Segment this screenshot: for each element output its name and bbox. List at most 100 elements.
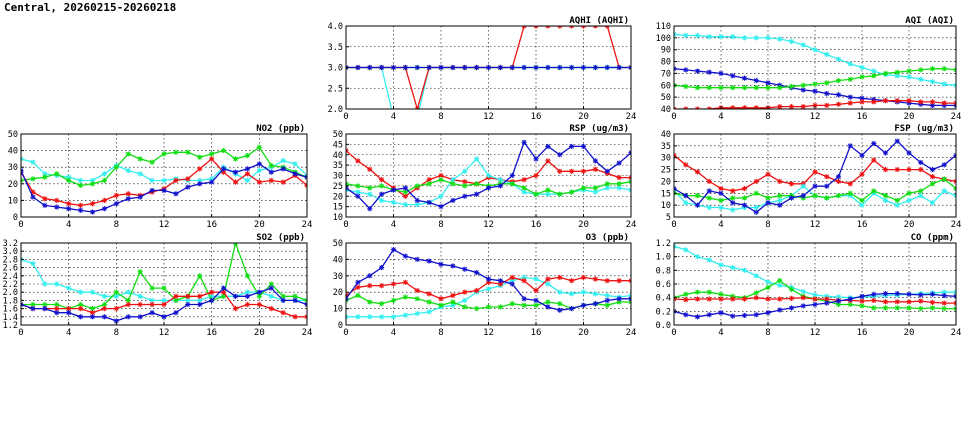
o3-red-point <box>592 276 598 282</box>
aqi-red-marker <box>730 105 736 109</box>
co-green-marker <box>695 289 700 295</box>
co-cyan-point <box>953 289 956 295</box>
no2-red-point <box>42 196 48 202</box>
so2-cyan-point <box>137 293 143 299</box>
fsp-red-marker <box>742 186 747 191</box>
no2-blue-marker <box>161 188 167 193</box>
aqi-blue-marker <box>674 66 677 70</box>
aqi-ytick-label: 100 <box>656 34 671 44</box>
so2-cyan-point <box>30 260 36 267</box>
aqhi-red-marker <box>533 26 537 29</box>
o3-blue-marker <box>346 298 349 302</box>
aqi-red-marker <box>800 104 806 109</box>
aqi-ytick-label: 90 <box>661 46 671 56</box>
co-ytick-label: 0.0 <box>656 321 671 331</box>
rsp-blue-marker <box>498 183 503 189</box>
no2-cyan-marker <box>125 168 131 173</box>
aqi-cyan-point <box>824 51 830 58</box>
no2-green-point <box>185 149 191 155</box>
rsp-blue-point <box>497 183 503 189</box>
rsp-blue-marker <box>438 204 444 209</box>
fsp-blue-point <box>894 138 900 144</box>
rsp-cyan-marker <box>521 189 527 195</box>
rsp-blue-point <box>367 206 373 212</box>
so2-cyan-marker <box>42 281 48 287</box>
aqi-xtick-label: 4 <box>718 112 723 122</box>
co-blue-marker <box>859 293 865 299</box>
fsp-green-point <box>741 195 748 201</box>
fsp-blue-point <box>718 190 724 196</box>
o3-blue-point <box>426 258 432 264</box>
aqhi-cyan-point <box>415 115 420 120</box>
fsp-blue-marker <box>859 153 865 158</box>
aqhi-red-marker <box>557 26 561 29</box>
rsp-blue-marker <box>379 191 384 197</box>
rsp-blue-marker <box>509 173 515 178</box>
co-red-marker <box>930 300 935 305</box>
rsp-green-marker <box>604 181 610 187</box>
so2-red-marker <box>137 302 143 307</box>
aqhi-red-marker <box>416 106 420 109</box>
fsp-cyan-point <box>953 193 956 199</box>
aqhi-blue-marker <box>604 65 610 70</box>
o3-green-marker <box>474 306 479 311</box>
co-red-marker <box>742 296 747 302</box>
co-red-marker <box>894 299 900 305</box>
no2-blue-marker <box>304 176 307 180</box>
aqhi-red-marker <box>523 26 527 29</box>
so2-xtick-label: 24 <box>302 328 313 338</box>
aqhi-blue-marker <box>426 65 432 70</box>
o3-ytick-label: 40 <box>333 255 343 265</box>
no2-green-marker <box>137 156 143 162</box>
fsp-green-marker <box>953 186 956 190</box>
aqi-green-marker <box>836 78 841 83</box>
co-ytick-label: 0.4 <box>656 294 671 304</box>
rsp-cyan-point <box>485 172 492 179</box>
co-cyan-point <box>718 262 724 268</box>
no2-green-point <box>244 152 251 159</box>
no2-blue-point <box>197 181 203 187</box>
fsp-green-point <box>918 188 924 194</box>
so2-chart: 0 4 8 12 16 20 241.21.41.61.82.02.22.42.62.83.… <box>3 233 313 338</box>
aqhi-blue-point <box>426 64 432 71</box>
aqi-blue-point <box>847 94 853 100</box>
fsp-cyan-point <box>941 188 947 194</box>
rsp-green-marker <box>367 185 373 191</box>
rsp-ytick-label: 15 <box>333 203 343 213</box>
fsp-red-point <box>871 157 877 163</box>
aqhi-blue-marker <box>346 66 349 70</box>
o3-xtick-label: 0 <box>343 328 348 338</box>
so2-blue-marker <box>280 298 286 303</box>
so2-red-marker <box>90 310 95 316</box>
no2-cyan-marker <box>209 176 214 182</box>
co-red-point <box>800 295 806 301</box>
fsp-cyan-marker <box>894 202 900 208</box>
o3-blue-marker <box>545 304 551 310</box>
fsp-red-marker <box>777 179 783 184</box>
o3-blue-marker <box>391 247 396 252</box>
fsp-green-marker <box>930 181 935 187</box>
aqi-green-point <box>906 68 912 74</box>
fsp-red-marker <box>894 167 900 172</box>
fsp-red-marker <box>918 167 924 172</box>
aqi-cyan-marker <box>824 52 830 57</box>
o3-blue-point <box>521 296 527 302</box>
rsp-red-point <box>379 177 385 183</box>
rsp-red-point <box>580 168 587 174</box>
so2-cyan-marker <box>90 289 95 295</box>
aqi-red-marker <box>847 100 853 106</box>
o3-red-point <box>557 274 563 281</box>
o3-red-marker <box>403 280 408 285</box>
co-cyan-marker <box>800 289 806 294</box>
co-red-point <box>953 300 956 306</box>
rsp-red-point <box>402 193 408 199</box>
so2-blue-marker <box>304 302 307 306</box>
fsp-ytick-label: 20 <box>661 177 671 187</box>
co-red-marker <box>918 298 924 304</box>
rsp-series-group <box>346 139 631 212</box>
so2-red-point <box>173 293 179 299</box>
fsp-ytick-label: 15 <box>661 189 671 199</box>
fsp-green-point <box>906 190 912 196</box>
so2-red-marker <box>114 306 119 311</box>
fsp-green-marker <box>777 193 783 198</box>
